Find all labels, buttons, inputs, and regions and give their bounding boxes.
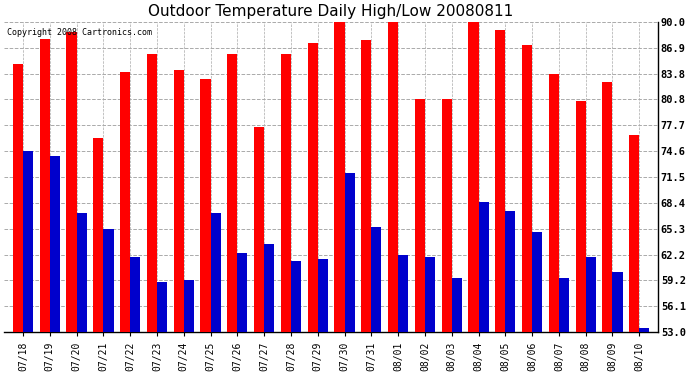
- Text: Copyright 2008 Cartronics.com: Copyright 2008 Cartronics.com: [8, 28, 152, 37]
- Bar: [23, 151, 33, 332]
- Bar: [184, 280, 194, 332]
- Bar: [317, 258, 328, 332]
- Bar: [281, 54, 291, 332]
- Bar: [532, 232, 542, 332]
- Bar: [66, 32, 77, 332]
- Bar: [210, 213, 221, 332]
- Bar: [559, 278, 569, 332]
- Bar: [452, 278, 462, 332]
- Bar: [549, 74, 559, 332]
- Bar: [130, 257, 140, 332]
- Bar: [93, 138, 104, 332]
- Bar: [613, 272, 622, 332]
- Bar: [335, 22, 344, 332]
- Bar: [522, 45, 532, 332]
- Bar: [495, 30, 505, 332]
- Bar: [388, 22, 398, 332]
- Bar: [344, 173, 355, 332]
- Bar: [237, 253, 248, 332]
- Bar: [50, 156, 60, 332]
- Title: Outdoor Temperature Daily High/Low 20080811: Outdoor Temperature Daily High/Low 20080…: [148, 4, 514, 19]
- Bar: [264, 244, 275, 332]
- Bar: [425, 257, 435, 332]
- Bar: [227, 54, 237, 332]
- Bar: [291, 261, 301, 332]
- Bar: [200, 79, 210, 332]
- Bar: [415, 99, 425, 332]
- Bar: [254, 127, 264, 332]
- Bar: [147, 54, 157, 332]
- Bar: [308, 43, 317, 332]
- Bar: [104, 229, 114, 332]
- Bar: [173, 70, 184, 332]
- Bar: [398, 255, 408, 332]
- Bar: [575, 102, 586, 332]
- Bar: [77, 213, 87, 332]
- Bar: [478, 202, 489, 332]
- Bar: [361, 40, 371, 332]
- Bar: [39, 39, 50, 332]
- Bar: [12, 64, 23, 332]
- Bar: [640, 328, 649, 332]
- Bar: [505, 211, 515, 332]
- Bar: [602, 82, 613, 332]
- Bar: [586, 257, 596, 332]
- Bar: [442, 99, 452, 332]
- Bar: [629, 135, 640, 332]
- Bar: [120, 72, 130, 332]
- Bar: [371, 228, 382, 332]
- Bar: [469, 22, 478, 332]
- Bar: [157, 282, 167, 332]
